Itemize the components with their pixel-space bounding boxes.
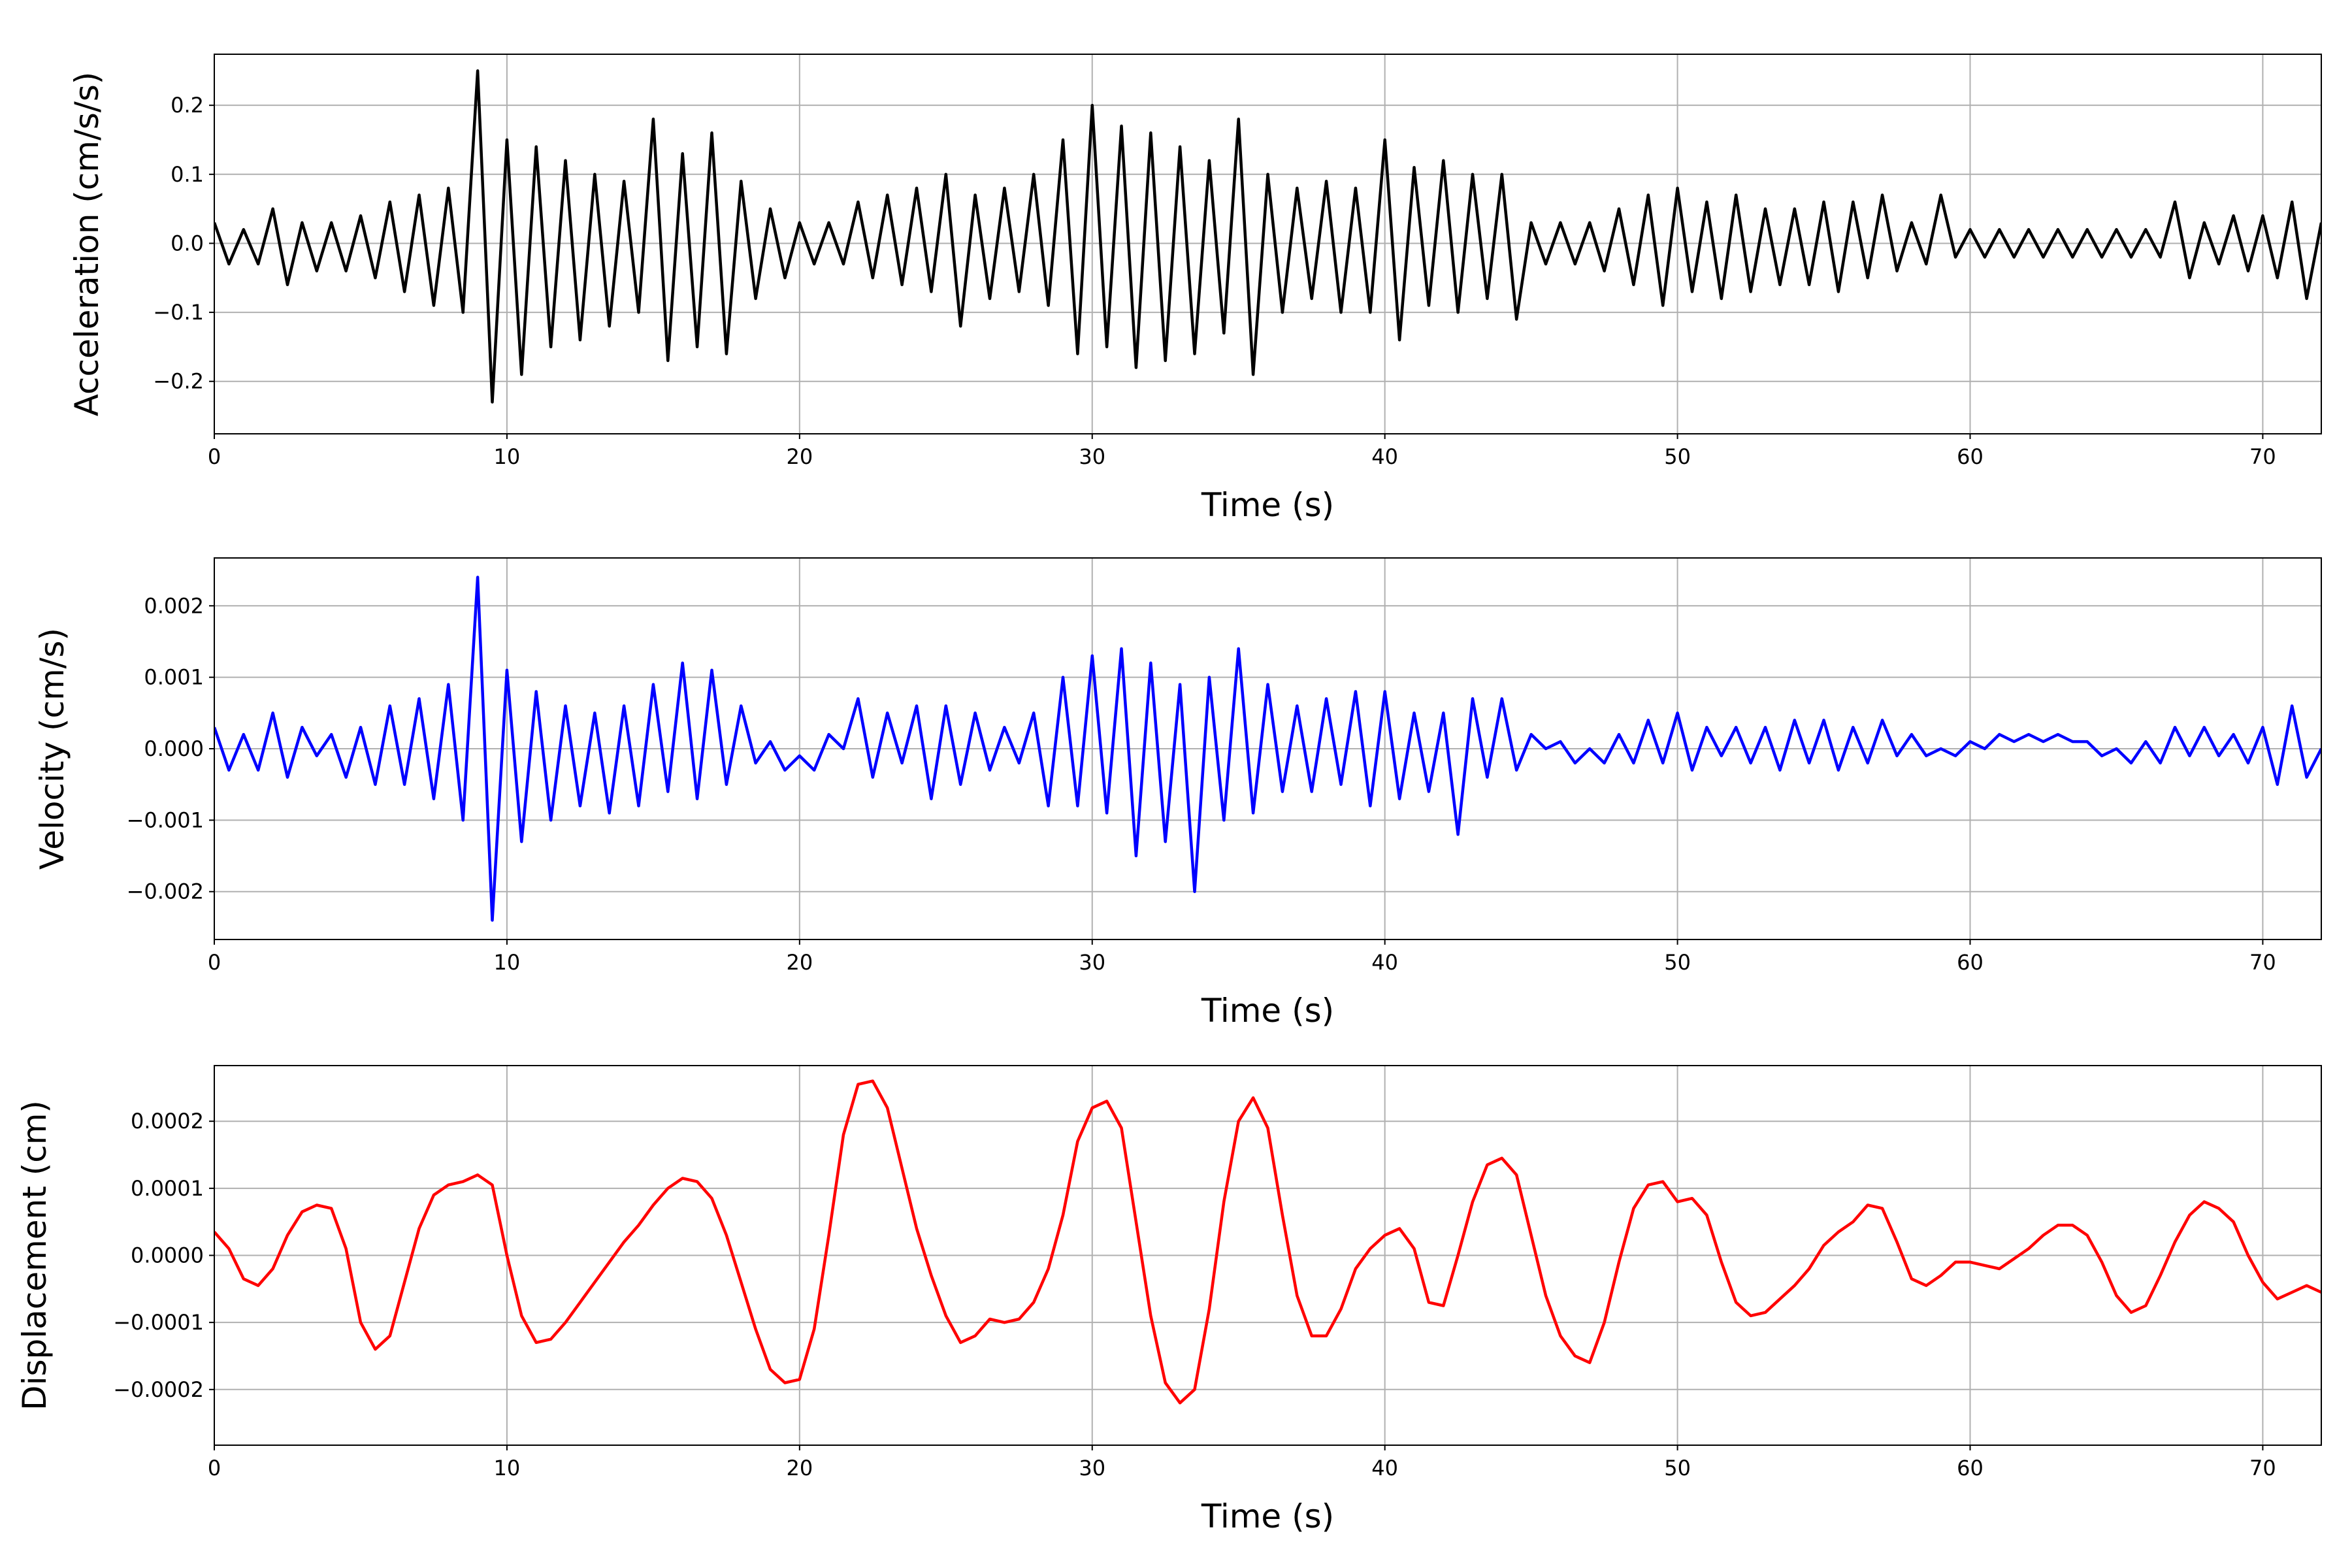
x-tick-label: 50 bbox=[1664, 1456, 1691, 1480]
x-tick-label: 70 bbox=[2249, 444, 2276, 469]
y-tick-label: 0.001 bbox=[144, 665, 204, 690]
y-tick-label: 0.002 bbox=[144, 593, 204, 618]
x-tick-label: 30 bbox=[1079, 444, 1105, 469]
x-axis-label: Time (s) bbox=[1201, 1497, 1334, 1535]
x-tick-label: 60 bbox=[1957, 444, 1984, 469]
y-axis-label: Displacement (cm) bbox=[16, 1100, 54, 1411]
y-axis-label: Velocity (cm/s) bbox=[33, 628, 71, 870]
signal-line bbox=[214, 1079, 2321, 1405]
y-tick-label: −0.0001 bbox=[113, 1310, 204, 1335]
x-tick-label: 50 bbox=[1664, 444, 1691, 469]
y-tick-label: −0.001 bbox=[127, 808, 204, 832]
signal-line bbox=[214, 576, 2321, 922]
x-tick-label: 30 bbox=[1079, 950, 1105, 975]
axes-frame bbox=[214, 557, 2322, 940]
x-tick-label: 50 bbox=[1664, 950, 1691, 975]
x-axis-label: Time (s) bbox=[1201, 486, 1334, 524]
x-tick-label: 60 bbox=[1957, 1456, 1984, 1480]
y-tick-label: 0.0000 bbox=[131, 1243, 204, 1268]
x-tick-label: 0 bbox=[208, 444, 221, 469]
x-tick-label: 10 bbox=[494, 444, 521, 469]
y-tick-label: −0.0002 bbox=[113, 1377, 204, 1402]
x-tick-label: 40 bbox=[1371, 444, 1398, 469]
y-tick-label: 0.0 bbox=[171, 231, 204, 255]
x-tick-label: 10 bbox=[494, 950, 521, 975]
signal-line bbox=[214, 69, 2321, 404]
x-tick-label: 20 bbox=[786, 444, 813, 469]
axes-frame bbox=[214, 1065, 2322, 1446]
x-tick-label: 60 bbox=[1957, 950, 1984, 975]
x-tick-label: 70 bbox=[2249, 950, 2276, 975]
y-tick-label: −0.1 bbox=[153, 300, 204, 325]
x-tick-label: 20 bbox=[786, 1456, 813, 1480]
x-tick-label: 10 bbox=[494, 1456, 521, 1480]
y-tick-label: −0.002 bbox=[127, 879, 204, 904]
x-tick-label: 40 bbox=[1371, 1456, 1398, 1480]
y-tick-label: −0.2 bbox=[153, 369, 204, 394]
x-axis-label: Time (s) bbox=[1201, 992, 1334, 1030]
y-tick-label: 0.0002 bbox=[131, 1109, 204, 1134]
x-tick-label: 20 bbox=[786, 950, 813, 975]
x-tick-label: 40 bbox=[1371, 950, 1398, 975]
x-tick-label: 70 bbox=[2249, 1456, 2276, 1480]
y-tick-label: 0.1 bbox=[171, 162, 204, 187]
x-tick-label: 30 bbox=[1079, 1456, 1105, 1480]
axes-frame bbox=[214, 54, 2322, 434]
y-axis-label: Acceleration (cm/s/s) bbox=[68, 72, 106, 417]
y-tick-label: 0.0001 bbox=[131, 1176, 204, 1201]
y-tick-label: 0.000 bbox=[144, 736, 204, 761]
x-tick-label: 0 bbox=[208, 1456, 221, 1480]
x-tick-label: 0 bbox=[208, 950, 221, 975]
y-tick-label: 0.2 bbox=[171, 93, 204, 118]
